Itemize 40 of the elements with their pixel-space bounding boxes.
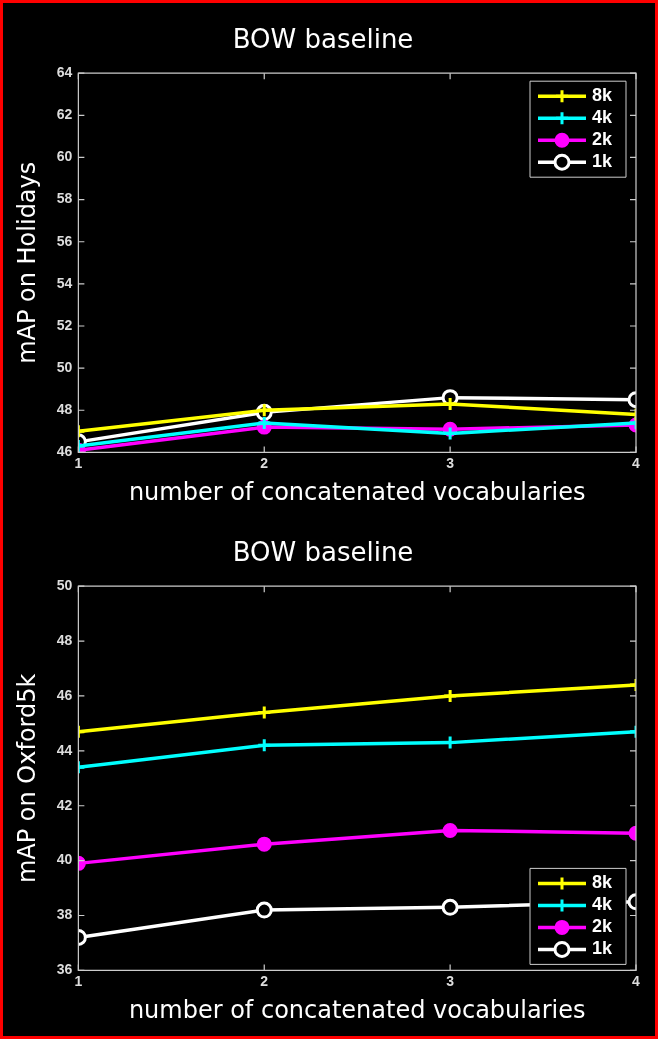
legend-label: 8k	[592, 85, 614, 106]
x-tick-label: 1	[74, 972, 83, 989]
y-tick-label: 64	[56, 64, 73, 81]
x-axis-title: number of concatenated vocabularies	[128, 995, 586, 1024]
x-axis-title: number of concatenated vocabularies	[128, 477, 586, 506]
y-tick-label: 50	[56, 358, 73, 375]
y-tick-label: 54	[56, 274, 73, 291]
y-tick-label: 44	[56, 741, 73, 758]
y-tick-label: 48	[56, 631, 73, 648]
legend-label: 4k	[592, 894, 614, 915]
y-axis-title: mAP on Holidays	[12, 161, 41, 364]
y-tick-label: 60	[56, 148, 73, 165]
legend-label: 2k	[592, 129, 614, 150]
legend-label: 1k	[592, 151, 614, 172]
x-tick-label: 4	[632, 972, 641, 989]
y-tick-label: 46	[56, 443, 73, 460]
y-axis-title: mAP on Oxford5k	[12, 673, 41, 884]
y-tick-label: 38	[56, 906, 73, 923]
y-tick-label: 36	[56, 961, 73, 978]
y-tick-label: 46	[56, 686, 73, 703]
legend-label: 4k	[592, 107, 614, 128]
x-tick-label: 1	[74, 454, 83, 471]
legend-label: 2k	[592, 916, 614, 937]
chart-title: BOW baseline	[232, 537, 414, 568]
legend-label: 8k	[592, 872, 614, 893]
x-tick-label: 3	[446, 972, 455, 989]
chart-title: BOW baseline	[232, 24, 414, 55]
y-tick-label: 42	[56, 796, 73, 813]
y-tick-label: 58	[56, 190, 73, 207]
y-tick-label: 48	[56, 401, 73, 418]
y-tick-label: 62	[56, 106, 73, 123]
x-tick-label: 3	[446, 454, 455, 471]
y-tick-label: 40	[56, 851, 73, 868]
legend-label: 1k	[592, 938, 614, 959]
y-tick-label: 52	[56, 316, 73, 333]
y-tick-label: 56	[56, 232, 73, 249]
y-tick-label: 50	[56, 577, 73, 594]
x-tick-label: 2	[260, 972, 269, 989]
x-tick-label: 4	[632, 454, 641, 471]
x-tick-label: 2	[260, 454, 269, 471]
